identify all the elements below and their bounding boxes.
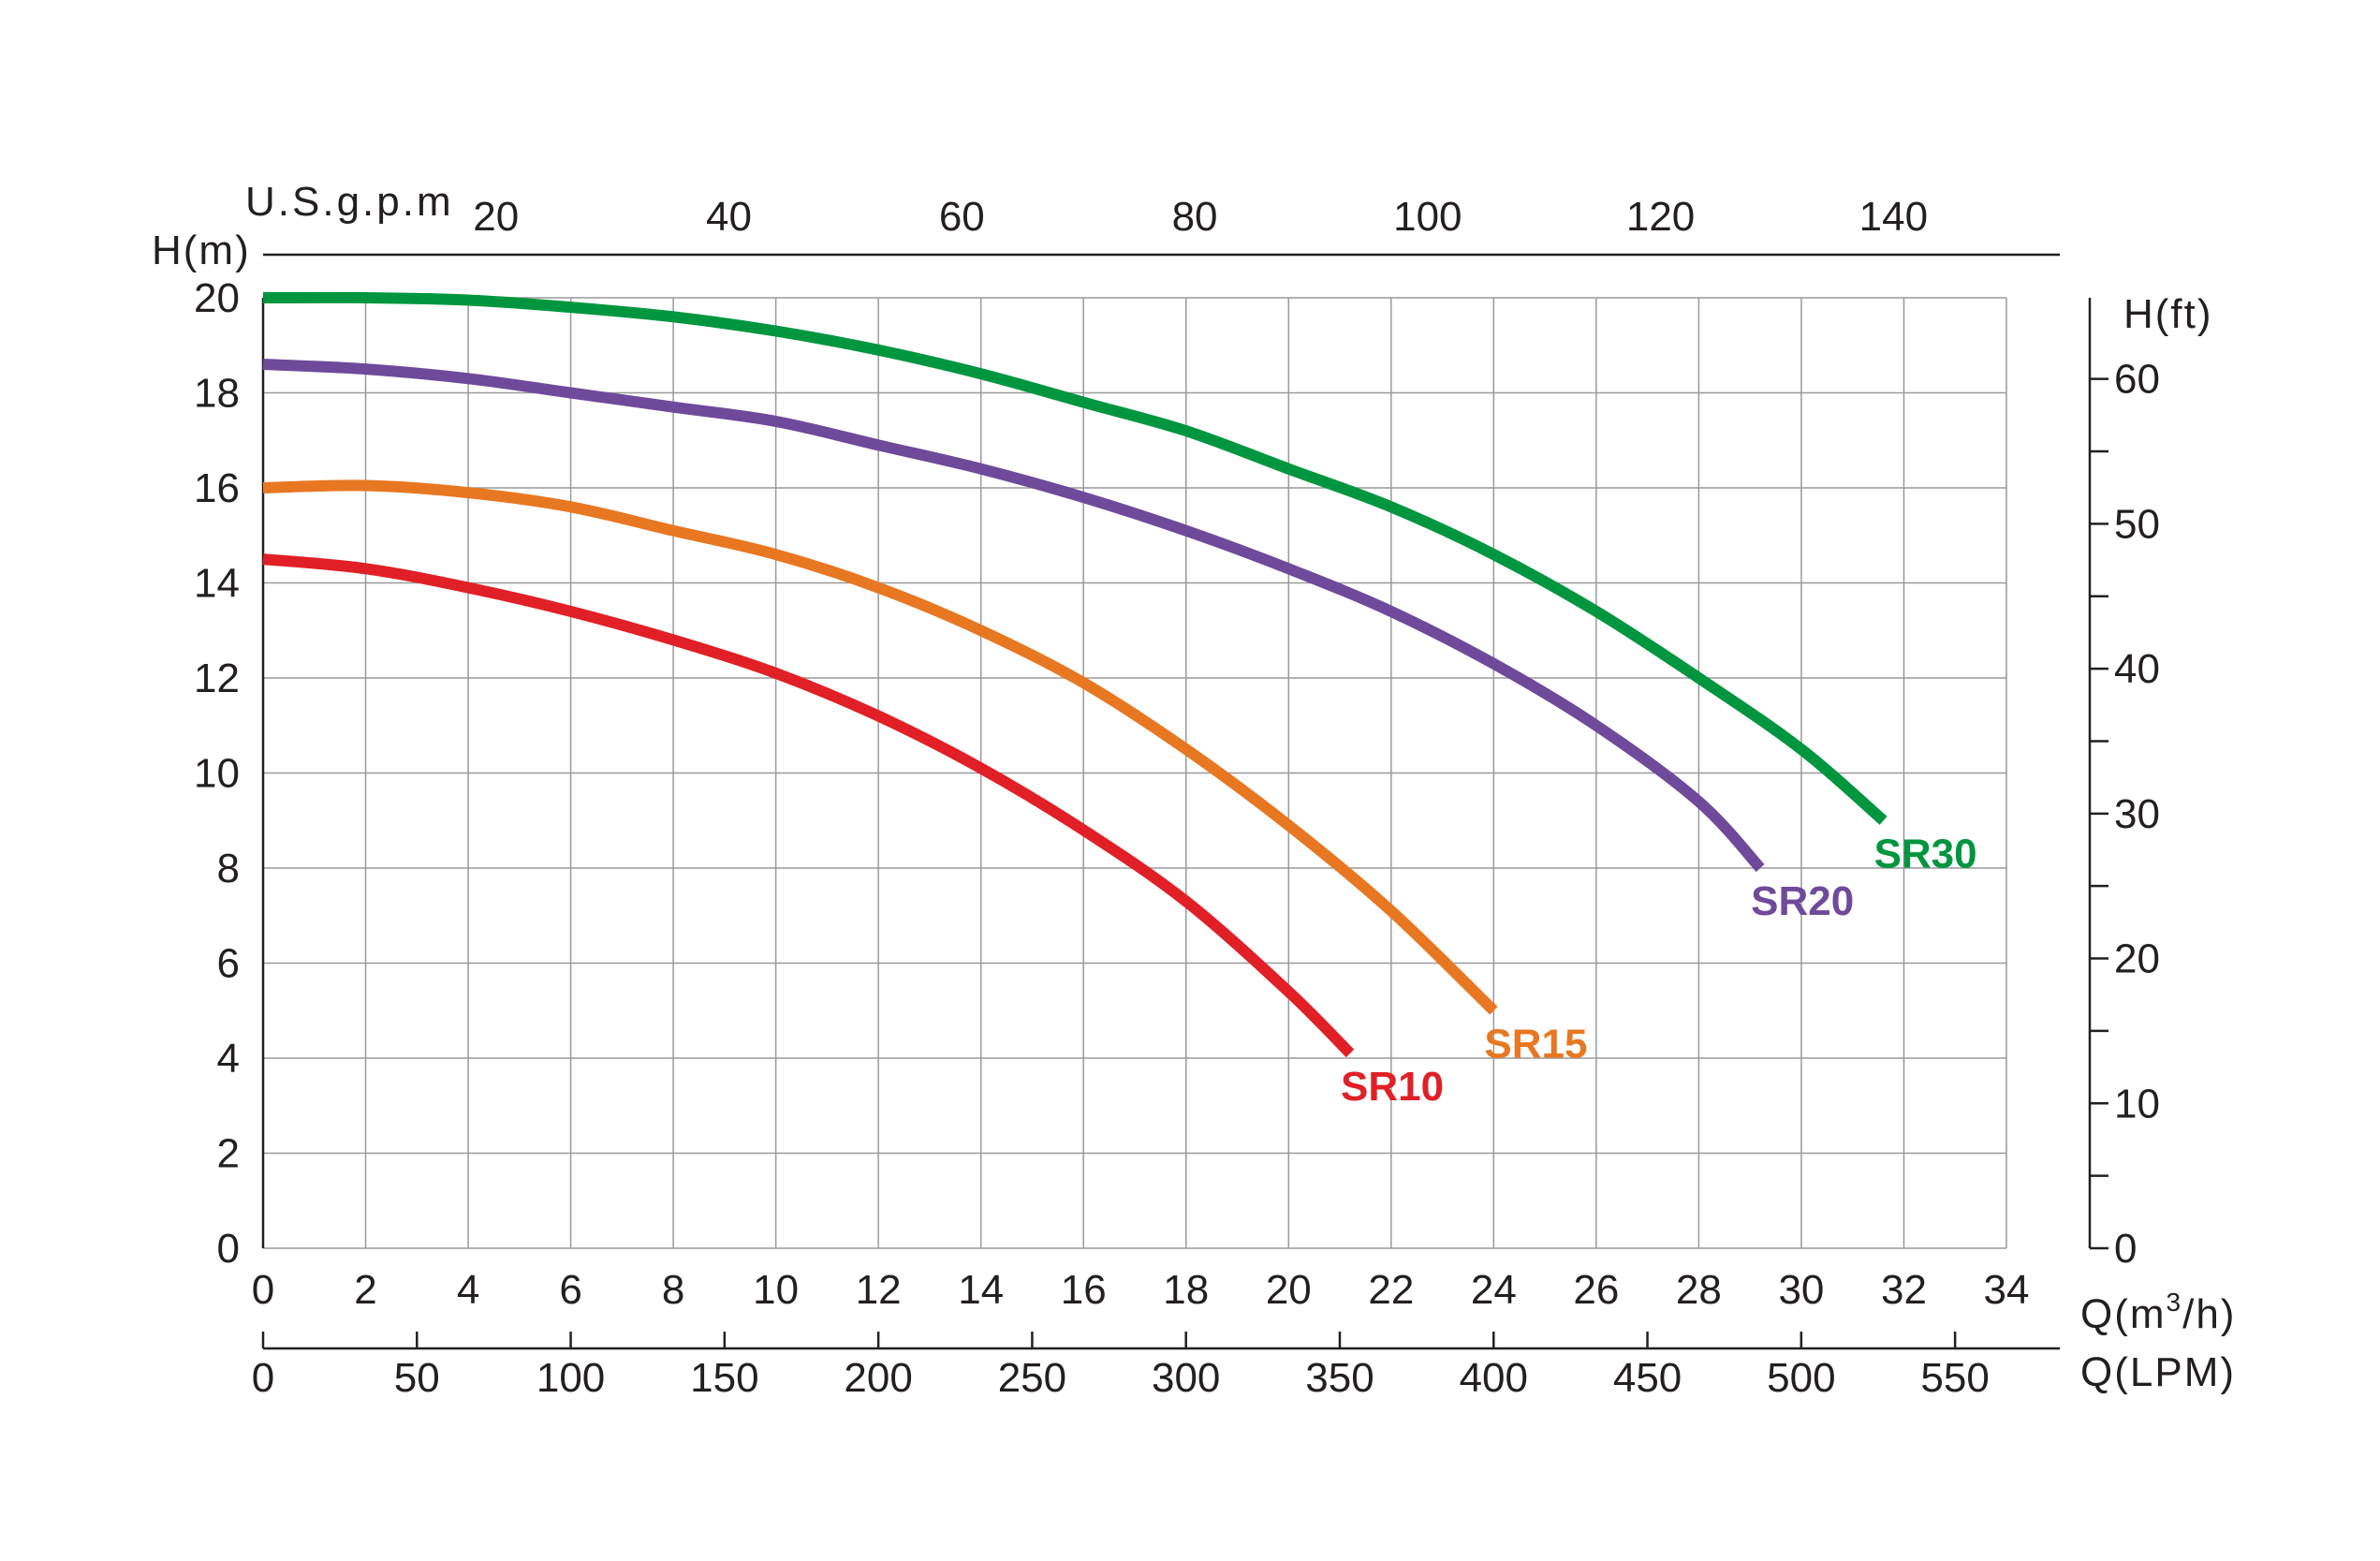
ft-tick-label: 0: [2114, 1226, 2137, 1272]
grid: [262, 297, 2007, 1249]
x-tick-label: 6: [559, 1267, 581, 1313]
y-tick-label: 10: [194, 751, 240, 797]
y-tick-label: 4: [217, 1036, 240, 1082]
gpm-tick-label: 120: [1626, 194, 1695, 240]
lpm-tick-label: 200: [844, 1355, 912, 1401]
q-lpm-axis-title: Q(LPM): [2080, 1349, 2236, 1395]
y-tick-label: 8: [217, 846, 240, 891]
ft-tick-label: 40: [2114, 646, 2160, 692]
x-tick-label: 4: [457, 1267, 479, 1313]
gpm-tick-label: 20: [473, 194, 519, 240]
x-tick-label: 32: [1881, 1267, 1927, 1313]
series-label-sr10: SR10: [1341, 1064, 1444, 1110]
gpm-tick-label: 100: [1393, 194, 1462, 240]
axes: [261, 253, 2108, 1350]
y-tick-label: 2: [217, 1131, 240, 1177]
h-m-axis-title: H(m): [152, 228, 251, 273]
ft-tick-label: 10: [2114, 1081, 2160, 1127]
x-tick-label: 34: [1984, 1267, 2030, 1313]
series-label-sr15: SR15: [1484, 1021, 1587, 1067]
x-tick-label: 28: [1676, 1267, 1722, 1313]
ft-tick-label: 30: [2114, 791, 2160, 837]
series-label-sr20: SR20: [1751, 878, 1854, 924]
x-tick-label: 18: [1163, 1267, 1209, 1313]
x-tick-label: 22: [1368, 1267, 1414, 1313]
gpm-tick-label: 140: [1859, 194, 1928, 240]
x-tick-label: 16: [1061, 1267, 1107, 1313]
lpm-tick-label: 0: [252, 1355, 274, 1401]
series-label-sr30: SR30: [1874, 831, 1977, 876]
lpm-tick-label: 250: [998, 1355, 1066, 1401]
x-tick-label: 30: [1778, 1267, 1824, 1313]
series-line-sr15: [262, 479, 1498, 1015]
gpm-tick-label: 40: [706, 194, 752, 240]
axis-titles: U.S.g.p.mH(m) H(ft) Q(m3/h) Q(LPM): [152, 179, 2236, 1395]
x-tick-label: 0: [252, 1267, 274, 1313]
x-tick-label: 26: [1573, 1267, 1619, 1313]
series-labels: SR10 SR15 SR20 SR30: [1341, 831, 1977, 1110]
lpm-tick-label: 350: [1305, 1355, 1374, 1401]
y-tick-label: 0: [217, 1226, 240, 1272]
lpm-tick-label: 150: [690, 1355, 758, 1401]
y-tick-label: 18: [194, 371, 240, 417]
ft-tick-label: 20: [2114, 936, 2160, 982]
lpm-tick-label: 550: [1920, 1355, 1989, 1401]
x-tick-label: 14: [958, 1267, 1004, 1313]
ft-tick-label: 50: [2114, 501, 2160, 547]
series-line-sr10: [262, 553, 1355, 1058]
x-tick-label: 12: [856, 1267, 902, 1313]
x-tick-label: 8: [662, 1267, 684, 1313]
y-tick-label: 20: [194, 275, 240, 321]
lpm-tick-label: 300: [1152, 1355, 1220, 1401]
gpm-tick-label: 60: [939, 194, 985, 240]
x-tick-label: 24: [1471, 1267, 1517, 1313]
series-line-sr30: [262, 291, 1888, 825]
y-tick-label: 16: [194, 465, 240, 511]
y-tick-label: 12: [194, 655, 240, 701]
gpm-axis-title: U.S.g.p.m: [245, 179, 454, 225]
x-tick-label: 2: [354, 1267, 376, 1313]
lpm-tick-label: 500: [1767, 1355, 1835, 1401]
x-tick-label: 10: [753, 1267, 799, 1313]
y-tick-label: 6: [217, 941, 240, 987]
series-line-sr20: [262, 359, 1765, 873]
x-tick-label: 20: [1266, 1267, 1312, 1313]
ft-tick-label: 60: [2114, 357, 2160, 403]
lpm-tick-label: 50: [394, 1355, 440, 1401]
h-ft-axis-title: H(ft): [2123, 291, 2213, 337]
lpm-tick-label: 400: [1460, 1355, 1528, 1401]
gpm-tick-label: 80: [1172, 194, 1218, 240]
series-lines: [262, 291, 1888, 1058]
lpm-tick-label: 100: [536, 1355, 605, 1401]
y-tick-label: 14: [194, 561, 240, 607]
lpm-tick-label: 450: [1613, 1355, 1682, 1401]
q-m3h-axis-title: Q(m3/h): [2080, 1288, 2236, 1337]
